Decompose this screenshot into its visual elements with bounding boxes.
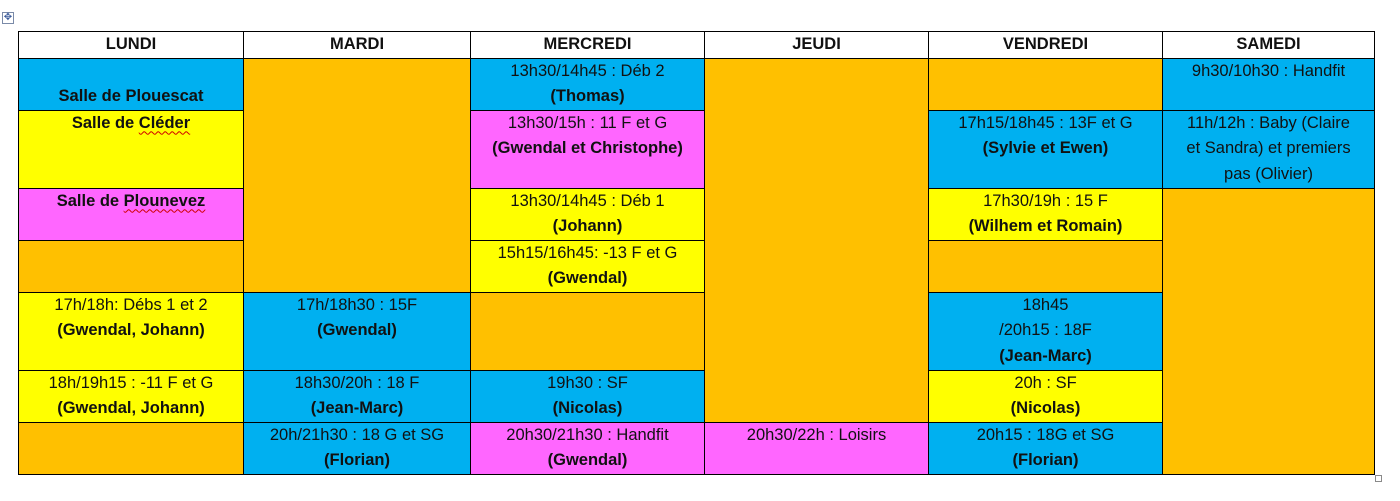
session-mercredi-sf: 19h30 : SF (Nicolas) [470, 369, 705, 423]
session-lundi-debs: 17h/18h: Débs 1 et 2 (Gwendal, Johann) [18, 291, 244, 371]
session-vendredi-15f: 17h30/19h : 15 F (Wilhem et Romain) [928, 187, 1163, 241]
session-samedi-baby: 11h/12h : Baby (Claire et Sandra) et pre… [1162, 109, 1375, 189]
session-mercredi-deb1: 13h30/14h45 : Déb 1 (Johann) [470, 187, 705, 241]
session-mardi-15f: 17h/18h30 : 15F (Gwendal) [243, 291, 471, 371]
legend-plounevez: Salle de Plounevez [18, 187, 244, 241]
session-mardi-18gsg: 20h/21h30 : 18 G et SG (Florian) [243, 421, 471, 475]
header-row: LUNDI MARDI MERCREDI JEUDI VENDREDI SAME… [18, 31, 1375, 59]
day-header-samedi: SAMEDI [1162, 31, 1375, 59]
day-header-vendredi: VENDREDI [928, 31, 1163, 59]
session-vendredi-18f: 18h45 /20h15 : 18F (Jean-Marc) [928, 291, 1163, 371]
session-lundi-11fg: 18h/19h15 : -11 F et G (Gwendal, Johann) [18, 369, 244, 423]
session-mercredi-deb2: 13h30/14h45 : Déb 2 (Thomas) [470, 57, 705, 111]
lundi-free-slot-2 [18, 421, 244, 475]
lundi-free-slot-1 [18, 239, 244, 293]
day-header-mercredi: MERCREDI [470, 31, 705, 59]
mardi-free-slot [243, 57, 471, 293]
session-vendredi-13fg: 17h15/18h45 : 13F et G (Sylvie et Ewen) [928, 109, 1163, 189]
session-vendredi-18gsg: 20h15 : 18G et SG (Florian) [928, 421, 1163, 475]
day-header-jeudi: JEUDI [704, 31, 929, 59]
legend-plouescat: Salle de Plouescat [18, 57, 244, 111]
session-mercredi-handfit: 20h30/21h30 : Handfit (Gwendal) [470, 421, 705, 475]
session-samedi-handfit: 9h30/10h30 : Handfit [1162, 57, 1375, 111]
vendredi-free-slot-1 [928, 57, 1163, 111]
vendredi-free-slot-2 [928, 239, 1163, 293]
session-vendredi-sf: 20h : SF (Nicolas) [928, 369, 1163, 423]
mercredi-free-slot [470, 291, 705, 371]
session-mercredi-13fg: 15h15/16h45: -13 F et G (Gwendal) [470, 239, 705, 293]
day-header-mardi: MARDI [243, 31, 471, 59]
legend-cleder: Salle de Cléder [18, 109, 244, 189]
table-resize-handle[interactable] [1375, 475, 1382, 482]
session-mardi-18f: 18h30/20h : 18 F (Jean-Marc) [243, 369, 471, 423]
session-mercredi-11fg: 13h30/15h : 11 F et G (Gwendal et Christ… [470, 109, 705, 189]
day-header-lundi: LUNDI [18, 31, 244, 59]
weekly-schedule-table: LUNDI MARDI MERCREDI JEUDI VENDREDI SAME… [18, 31, 1375, 475]
samedi-free-slot [1162, 187, 1375, 475]
jeudi-free-slot [704, 57, 929, 423]
session-jeudi-loisirs: 20h30/22h : Loisirs [704, 421, 929, 475]
table-move-handle-icon[interactable]: ✥ [2, 12, 14, 24]
